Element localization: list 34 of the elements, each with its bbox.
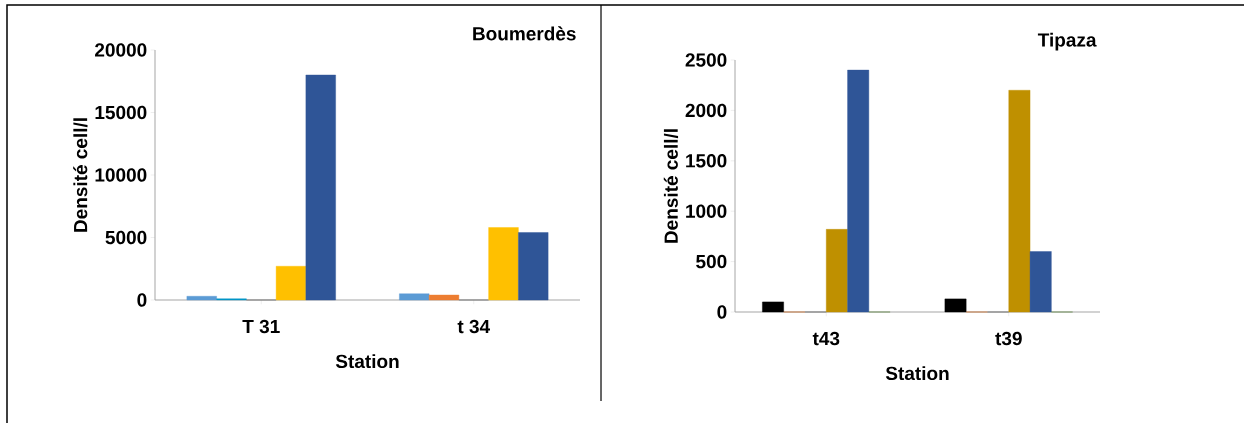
chart-title: Boumerdès (473, 26, 576, 41)
y-tick-label: 0 (137, 293, 147, 307)
bar (428, 294, 460, 301)
y-tick-label: 20000 (95, 43, 147, 57)
y-axis-title: Densité cell/l (663, 129, 679, 243)
bar (1029, 251, 1052, 313)
x-tick-label: t39 (995, 331, 1022, 346)
x-tick-label: t43 (812, 331, 840, 346)
bar (518, 232, 549, 301)
y-tick-label: 2000 (685, 103, 727, 118)
y-tick-label: 1500 (686, 154, 727, 168)
bar (186, 296, 217, 301)
x-axis-title: Station (335, 354, 399, 369)
y-tick-label: 0 (717, 305, 727, 319)
y-tick-label: 10000 (95, 168, 147, 182)
y-axis-title: Densité cell/l (73, 118, 88, 232)
bar (826, 229, 848, 313)
y-tick-label: 15000 (95, 105, 147, 120)
bar (944, 298, 967, 313)
x-tick-label: T 31 (242, 319, 280, 334)
bar (275, 266, 307, 301)
bar (305, 74, 336, 301)
y-tick-label: 500 (696, 254, 727, 269)
y-tick-label: 5000 (105, 230, 147, 245)
bar (1008, 90, 1031, 313)
chart-title: Tipaza (1037, 32, 1097, 51)
x-axis-title: Station (885, 366, 949, 381)
x-tick-label: t 34 (457, 319, 490, 334)
bar (847, 69, 870, 313)
bar (488, 227, 519, 301)
y-tick-label: 1000 (686, 204, 727, 218)
y-tick-label: 2500 (685, 53, 727, 67)
bar (762, 301, 784, 313)
bar (399, 293, 430, 301)
